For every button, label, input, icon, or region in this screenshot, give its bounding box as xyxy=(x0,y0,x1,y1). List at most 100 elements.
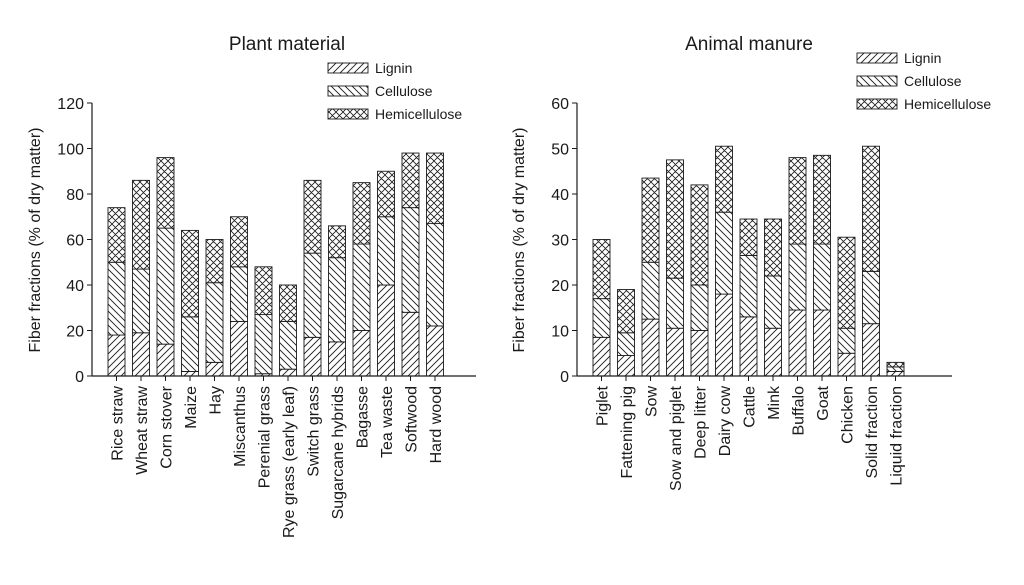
bar-segment-lignin xyxy=(641,318,660,377)
bar-segment-hemicellulose xyxy=(352,182,371,245)
bar-segment-hemicellulose xyxy=(764,218,782,277)
bar-segment-hemicellulose xyxy=(132,179,150,270)
bar-segment-hemicellulose xyxy=(690,184,709,286)
bar-segment-hemicellulose xyxy=(617,289,635,334)
bar-segment-lignin xyxy=(352,330,371,377)
bar-segment-lignin xyxy=(328,341,346,377)
y-tick-label: 100 xyxy=(57,142,84,159)
x-tick-label: Mink xyxy=(766,385,783,420)
bar-segment-lignin xyxy=(764,327,782,377)
x-tick-label: Rye grass (early leaf) xyxy=(281,386,298,538)
bar-segment-cellulose xyxy=(401,207,420,313)
legend-label: Hemicellulose xyxy=(375,106,462,122)
legend-swatch-hemicellulose xyxy=(856,98,898,110)
bar-segment-cellulose xyxy=(862,270,880,325)
bar-segment-hemicellulose xyxy=(205,239,224,284)
bar-segment-hemicellulose xyxy=(107,207,126,263)
x-tick-label: Perenial grass xyxy=(257,386,274,488)
bar-segment-lignin xyxy=(377,284,395,377)
bar-segment-lignin xyxy=(181,371,199,377)
bar-segment-cellulose xyxy=(181,316,199,372)
bar-segment-hemicellulose xyxy=(837,236,856,329)
x-tick-label: Solid fraction xyxy=(864,386,881,479)
x-tick-label: Sugarcane hybrids xyxy=(330,386,347,519)
legend-swatch-cellulose xyxy=(856,75,898,87)
y-tick-label: 0 xyxy=(560,369,569,386)
bar-segment-cellulose xyxy=(886,366,905,372)
bar-segment-cellulose xyxy=(739,254,758,318)
bar-segment-lignin xyxy=(666,327,684,377)
bar-segment-hemicellulose xyxy=(788,157,807,245)
bar-segment-cellulose xyxy=(788,243,807,311)
bar-segment-cellulose xyxy=(813,243,831,311)
x-tick-label: Dairy cow xyxy=(717,386,734,457)
bar-segment-hemicellulose xyxy=(303,179,322,254)
x-tick-label: Hard wood xyxy=(428,386,445,463)
y-tick-label: 40 xyxy=(66,278,84,295)
x-tick-label: Rice straw xyxy=(110,386,127,461)
x-tick-label: Maize xyxy=(183,386,200,429)
bar-segment-cellulose xyxy=(377,216,395,286)
legend-swatch-lignin xyxy=(327,62,369,74)
y-tick-label: 30 xyxy=(551,233,569,250)
bar-segment-hemicellulose xyxy=(401,152,420,209)
bar-segment-lignin xyxy=(156,343,175,377)
legend-swatch-cellulose xyxy=(327,85,369,97)
y-tick-label: 50 xyxy=(551,142,569,159)
y-tick-label: 10 xyxy=(551,324,569,341)
bar-segment-cellulose xyxy=(352,243,371,331)
bar-segment-hemicellulose xyxy=(156,157,175,229)
legend-label: Cellulose xyxy=(375,83,433,99)
y-tick-label: 60 xyxy=(66,233,84,250)
animal-manure-chart: Animal manure Fiber fractions (% of dry … xyxy=(511,34,991,491)
bar-segment-lignin xyxy=(132,332,150,377)
x-tick-label: Liquid fraction xyxy=(889,386,906,486)
bar-segment-lignin xyxy=(230,320,248,377)
x-tick-label: Fattening pig xyxy=(619,386,636,479)
bar-segment-cellulose xyxy=(641,261,660,320)
bar-segment-cellulose xyxy=(205,282,224,363)
x-tick-label: Buffalo xyxy=(791,386,808,436)
bar-segment-hemicellulose xyxy=(230,216,248,268)
bar-segment-hemicellulose xyxy=(641,177,660,263)
x-tick-label: Miscanthus xyxy=(232,386,249,467)
y-axis-label: Fiber fractions (% of dry matter) xyxy=(27,128,44,353)
bar-segment-lignin xyxy=(788,309,807,377)
legend: Lignin Cellulose Hemicellulose xyxy=(856,50,991,112)
x-tick-label: Sow and piglet xyxy=(668,385,685,491)
bar-segment-lignin xyxy=(426,325,444,377)
bar-segment-cellulose xyxy=(592,298,611,338)
bar-segment-cellulose xyxy=(303,252,322,338)
bar-segment-lignin xyxy=(205,361,224,377)
chart-title: Plant material xyxy=(229,34,345,55)
y-tick-label: 80 xyxy=(66,187,84,204)
bar-segment-lignin xyxy=(886,371,905,377)
bar-segment-lignin xyxy=(715,293,733,377)
y-tick-label: 20 xyxy=(551,278,569,295)
bar-segment-cellulose xyxy=(426,223,444,327)
bar-segment-lignin xyxy=(592,336,611,377)
legend-label: Cellulose xyxy=(904,73,962,89)
bar-segment-hemicellulose xyxy=(377,170,395,218)
x-tick-label: Goat xyxy=(815,385,832,420)
bar-segment-lignin xyxy=(303,336,322,377)
bar-segment-cellulose xyxy=(666,277,684,329)
bar-segment-lignin xyxy=(813,309,831,377)
x-tick-label: Chicken xyxy=(840,386,857,444)
bar-segment-cellulose xyxy=(230,266,248,322)
bar-segment-cellulose xyxy=(715,211,733,295)
bar-segment-hemicellulose xyxy=(592,239,611,300)
y-axis-label: Fiber fractions (% of dry matter) xyxy=(511,128,528,353)
bar-segment-cellulose xyxy=(254,314,273,375)
bar-segment-lignin xyxy=(401,311,420,377)
bar-segment-lignin xyxy=(862,323,880,377)
y-tick-label: 120 xyxy=(57,96,84,113)
bar-segment-cellulose xyxy=(837,327,856,354)
y-tick-label: 20 xyxy=(66,324,84,341)
bar-segment-hemicellulose xyxy=(279,284,297,322)
x-tick-label: Tea waste xyxy=(379,386,396,458)
y-tick-label: 40 xyxy=(551,187,569,204)
bar-segment-hemicellulose xyxy=(426,152,444,225)
legend: Lignin Cellulose Hemicellulose xyxy=(327,60,462,122)
